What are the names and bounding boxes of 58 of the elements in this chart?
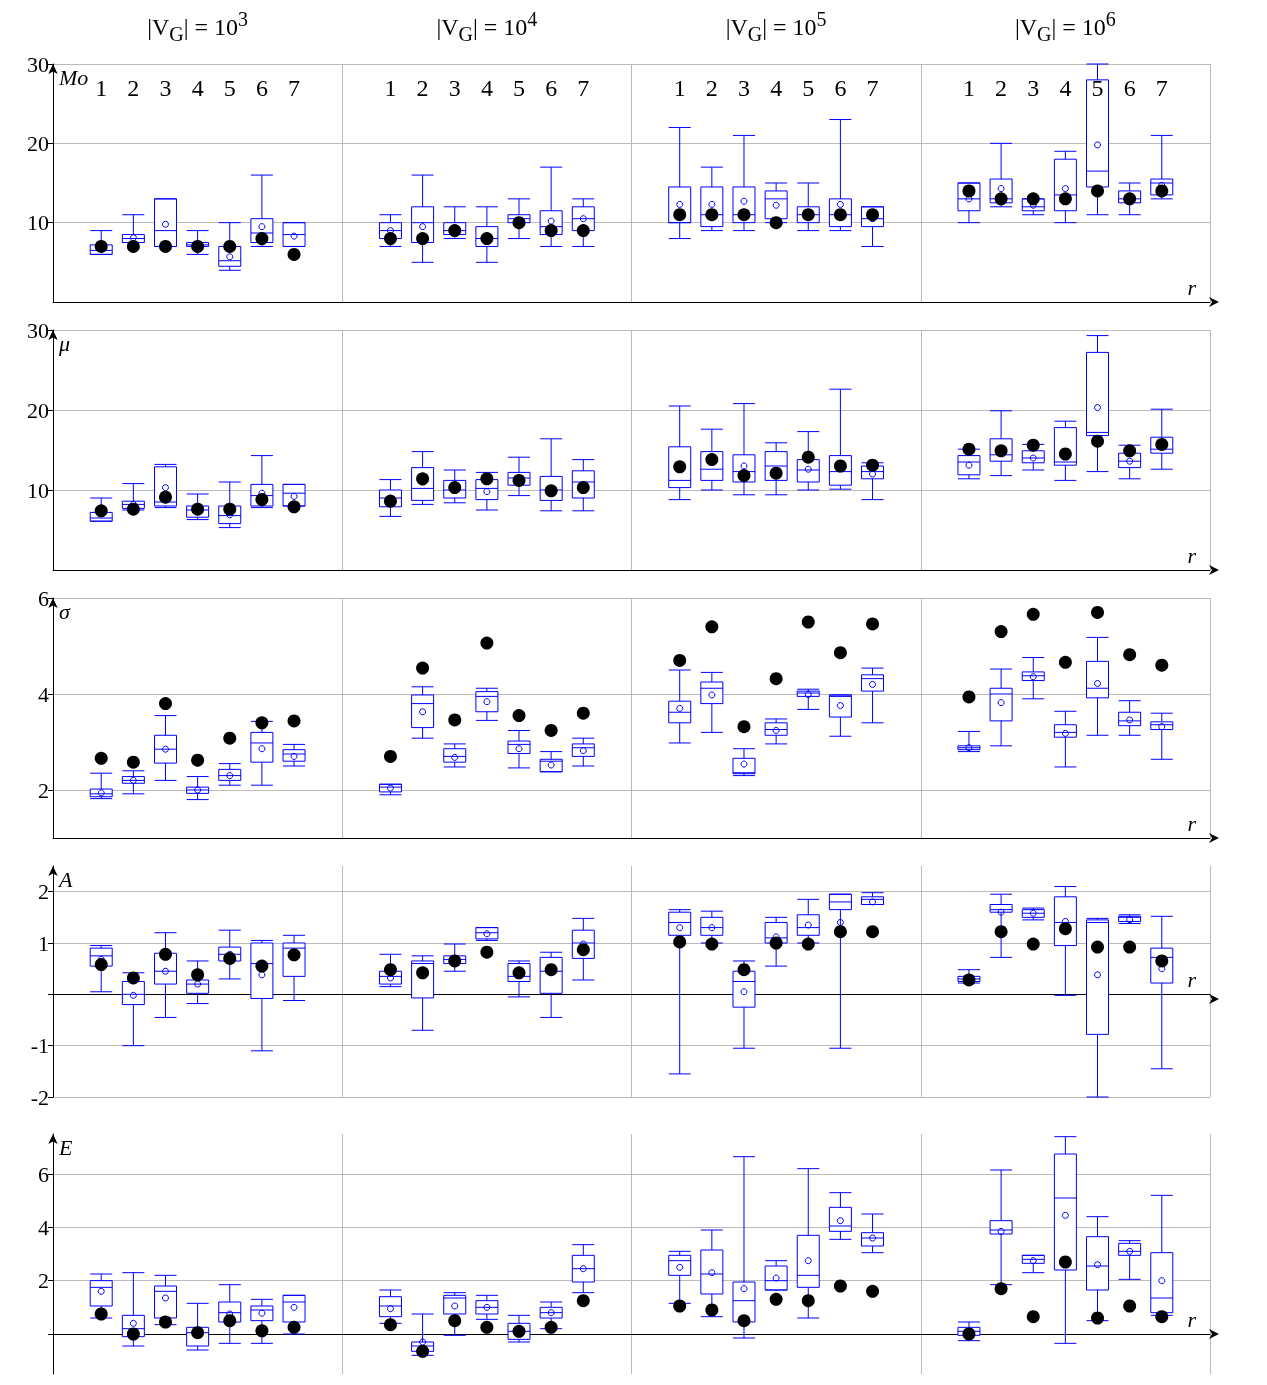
text: |V$_{G}$| = 10$^{6}$ <box>1014 8 1116 46</box>
x-tick-label: 6 <box>834 75 847 101</box>
y-tick-label: 30 <box>27 317 49 343</box>
x-tick-label: 4 <box>770 75 783 101</box>
x-tick-label: 1 <box>962 75 975 101</box>
x-axis-title: r <box>1187 966 1197 992</box>
x-tick-label: 2 <box>995 75 1008 101</box>
y-tick-label: 6 <box>38 585 49 611</box>
y-tick-label: 1 <box>38 930 49 956</box>
x-tick-label: 3 <box>448 75 461 101</box>
x-tick-label: 6 <box>255 75 268 101</box>
y-axis-title: A <box>57 866 73 892</box>
y-tick-label: 20 <box>27 397 49 423</box>
y-tick-label: 20 <box>27 130 49 156</box>
x-tick-label: 4 <box>1059 75 1072 101</box>
x-axis-title: r <box>1187 542 1197 568</box>
y-tick-label: 2 <box>38 879 49 905</box>
text: |V$_{G}$| = 10$^{3}$ <box>147 8 249 46</box>
x-tick-label: 7 <box>866 75 879 101</box>
x-tick-label: 2 <box>127 75 140 101</box>
x-axis-title: r <box>1187 274 1197 300</box>
x-tick-label: 3 <box>737 75 750 101</box>
x-tick-label: 1 <box>95 75 108 101</box>
text: |V$_{G}$| = 10$^{4}$ <box>436 8 538 46</box>
x-tick-label: 6 <box>545 75 558 101</box>
y-axis-title: E <box>58 1134 73 1160</box>
x-tick-label: 1 <box>673 75 686 101</box>
y-tick-label: 10 <box>27 477 49 503</box>
x-tick-label: 2 <box>705 75 718 101</box>
x-tick-label: 4 <box>191 75 204 101</box>
y-tick-label: -2 <box>30 1084 49 1110</box>
x-tick-label: 3 <box>159 75 172 101</box>
x-axis-title: r <box>1187 1306 1197 1332</box>
y-axis-title: σ <box>59 598 71 624</box>
x-tick-label: 4 <box>480 75 493 101</box>
y-tick-label: 2 <box>38 777 49 803</box>
x-tick-label: 5 <box>513 75 526 101</box>
x-tick-label: 1 <box>384 75 397 101</box>
y-axis-title: Mo <box>58 64 89 90</box>
x-tick-label: 7 <box>577 75 590 101</box>
x-tick-label: 5 <box>802 75 815 101</box>
x-tick-label: 5 <box>1091 75 1104 101</box>
y-tick-label: 2 <box>38 1268 49 1294</box>
y-tick-label: 6 <box>38 1161 49 1187</box>
text: |V$_{G}$| = 10$^{5}$ <box>725 8 827 46</box>
y-tick-label: 4 <box>38 1214 49 1240</box>
y-tick-label: -1 <box>30 1033 49 1059</box>
x-tick-label: 7 <box>288 75 301 101</box>
x-tick-label: 2 <box>416 75 429 101</box>
y-tick-label: 10 <box>27 210 49 236</box>
y-axis-title: μ <box>58 330 71 356</box>
x-tick-label: 5 <box>223 75 236 101</box>
y-tick-label: 4 <box>38 681 49 707</box>
y-tick-label: 30 <box>27 51 49 77</box>
x-axis-title: r <box>1187 810 1197 836</box>
x-tick-label: 7 <box>1155 75 1168 101</box>
x-tick-label: 3 <box>1027 75 1040 101</box>
x-tick-label: 6 <box>1123 75 1136 101</box>
